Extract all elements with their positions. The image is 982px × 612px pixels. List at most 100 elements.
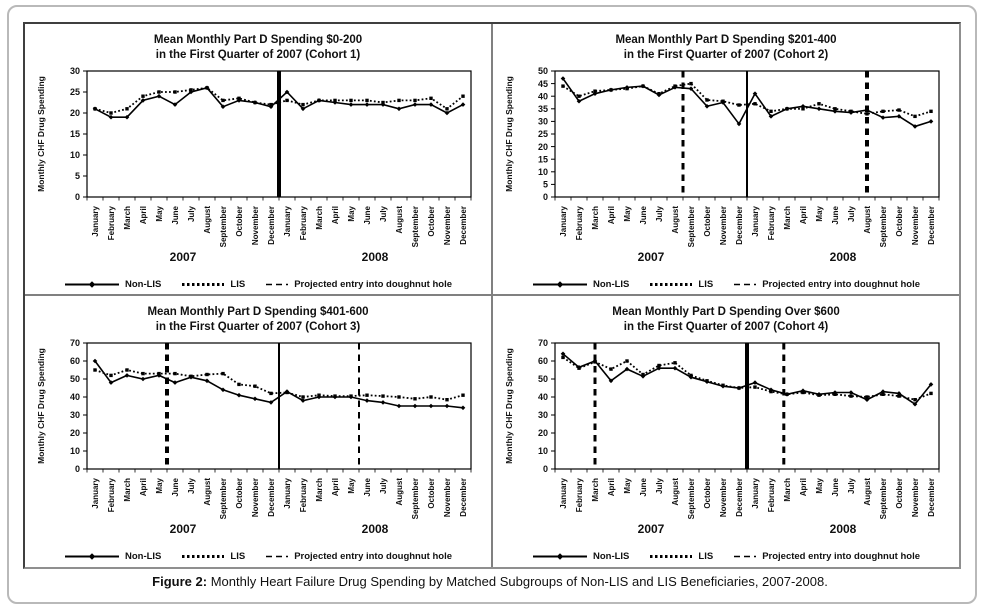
x-month-label: April — [331, 478, 340, 496]
nonlis-data-marker — [848, 390, 854, 395]
x-month-label: June — [831, 205, 840, 224]
lis-data-marker — [157, 371, 161, 376]
nonlis-data-marker — [752, 380, 758, 385]
x-month-label: January — [559, 477, 568, 508]
lis-data-marker — [897, 394, 901, 398]
panel-horizontal-divider — [25, 294, 959, 296]
lis-data-marker — [269, 391, 273, 396]
x-month-label: October — [895, 478, 904, 509]
nonlis-data-marker — [364, 398, 370, 403]
y-tick-label: 50 — [538, 374, 548, 384]
lis-data-marker — [641, 84, 645, 88]
lis-data-marker — [833, 107, 837, 111]
legend-item-lis: LIS — [181, 279, 245, 290]
x-month-label: May — [155, 477, 164, 493]
x-month-label: August — [863, 478, 872, 506]
x-month-label: March — [591, 206, 600, 230]
lis-data-marker — [849, 109, 853, 114]
chart-panel-cohort2: Mean Monthly Part D Spending $201-400 in… — [493, 24, 959, 294]
chart-title-line2: in the First Quarter of 2007 (Cohort 3) — [155, 321, 361, 333]
chart-title-cohort3: Mean Monthly Part D Spending $401-600 in… — [25, 305, 491, 335]
y-axis-label: Monthly CHF Drug Spending — [36, 76, 46, 192]
y-tick-label: 0 — [543, 192, 548, 202]
lis-line-sample-icon — [182, 555, 225, 558]
chart-legend: Non-LIS LIS Projected entry into doughnu… — [25, 551, 491, 562]
nonlis-data-marker — [396, 106, 402, 112]
lis-data-marker — [913, 114, 917, 119]
projected-line-sample-icon — [266, 283, 289, 286]
x-month-label: January — [283, 477, 292, 508]
lis-data-marker — [141, 371, 145, 376]
legend-nonlis-label: Non-LIS — [124, 551, 162, 562]
nonlis-data-marker — [428, 403, 434, 409]
lis-data-marker — [865, 395, 869, 399]
x-month-label: April — [799, 478, 808, 496]
lis-data-marker — [593, 89, 597, 93]
y-tick-label: 10 — [538, 167, 548, 177]
chart-title-line1: Mean Monthly Part D Spending $401-600 — [147, 306, 369, 318]
legend-item-projected: Projected entry into doughnut hole — [733, 279, 920, 290]
x-year-label: 2008 — [362, 522, 389, 536]
nonlis-data-marker — [348, 102, 354, 107]
chart-plot-area-cohort3: Monthly CHF Drug Spending 70 60 50 40 30 20 10 0… — [31, 337, 483, 539]
x-year-label: 2007 — [638, 250, 665, 264]
projected-line-sample-icon — [734, 555, 757, 558]
y-axis-label: Monthly CHF Drug Spending — [504, 348, 514, 464]
legend-lis-label: LIS — [230, 279, 246, 290]
x-month-label: January — [283, 205, 292, 236]
chart-legend: Non-LIS LIS Projected entry into doughnu… — [493, 279, 959, 290]
y-tick-label: 20 — [70, 428, 80, 438]
chart-panel-cohort1: Mean Monthly Part D Spending $0-200 in t… — [25, 24, 491, 294]
chart-title-line2: in the First Quarter of 2007 (Cohort 2) — [623, 49, 829, 61]
x-month-label: November — [443, 478, 452, 517]
lis-data-marker — [817, 102, 821, 106]
x-month-label: September — [687, 478, 696, 519]
lis-data-marker — [737, 386, 741, 390]
chart-title-cohort4: Mean Monthly Part D Spending Over $600 i… — [493, 305, 959, 335]
x-month-label: March — [783, 478, 792, 502]
legend-nonlis-label: Non-LIS — [592, 551, 630, 562]
nonlis-data-marker — [460, 405, 466, 411]
nonlis-data-marker — [284, 89, 290, 95]
nonlis-data-marker — [412, 102, 418, 107]
x-month-label: January — [91, 477, 100, 508]
lis-data-marker — [125, 368, 129, 372]
lis-data-marker — [381, 100, 385, 105]
chart-title-cohort2: Mean Monthly Part D Spending $201-400 in… — [493, 33, 959, 63]
lis-data-marker — [705, 98, 709, 102]
y-tick-label: 20 — [538, 428, 548, 438]
lis-data-marker — [849, 394, 853, 398]
x-month-label: November — [911, 478, 920, 517]
legend-projected-label: Projected entry into doughnut hole — [294, 551, 452, 562]
chart-title-line1: Mean Monthly Part D Spending Over $600 — [612, 306, 840, 318]
x-month-label: April — [799, 206, 808, 224]
lis-data-marker — [461, 94, 465, 98]
lis-data-marker — [109, 111, 113, 115]
x-month-label: March — [123, 478, 132, 502]
nonlis-series-line — [562, 78, 932, 128]
nonlis-data-marker — [92, 358, 98, 364]
legend-item-lis: LIS — [649, 279, 713, 290]
x-month-label: May — [347, 205, 356, 221]
x-month-label: June — [363, 205, 372, 224]
y-tick-label: 25 — [70, 87, 80, 97]
nonlis-series-line — [94, 360, 464, 409]
lis-data-marker — [705, 379, 709, 383]
nonlis-data-marker — [460, 102, 466, 107]
lis-data-marker — [881, 392, 885, 396]
lis-data-marker — [157, 90, 161, 94]
x-month-label: September — [411, 206, 420, 247]
x-month-label: June — [639, 205, 648, 224]
x-month-label: December — [927, 478, 936, 517]
lis-data-marker — [689, 373, 693, 378]
y-tick-label: 30 — [538, 410, 548, 420]
chart-plot-area-cohort2: Monthly CHF Drug Spending 50 45 40 35 30 25 20 1… — [499, 65, 951, 267]
legend-nonlis-label: Non-LIS — [592, 279, 630, 290]
y-tick-label: 10 — [70, 446, 80, 456]
lis-data-marker — [221, 371, 225, 376]
y-tick-label: 40 — [538, 392, 548, 402]
lis-series-line — [94, 86, 464, 114]
legend-item-lis: LIS — [181, 551, 245, 562]
lis-data-marker — [205, 86, 209, 90]
